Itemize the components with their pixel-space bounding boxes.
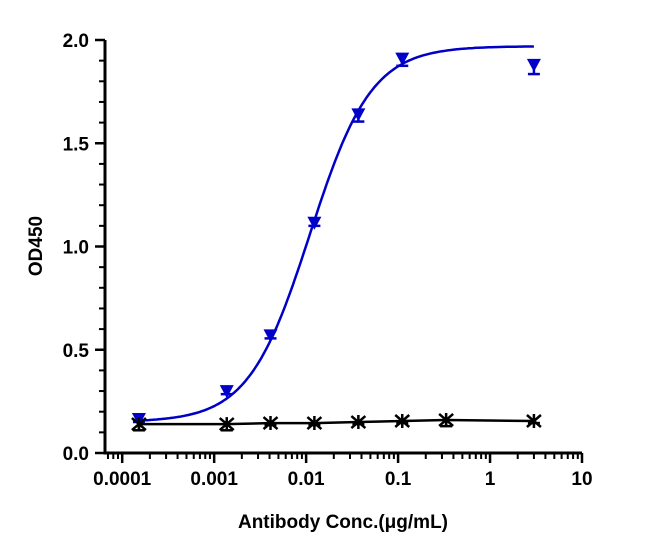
data-point-triangle	[307, 216, 322, 230]
data-point-x	[394, 413, 411, 428]
x-tick-label: 0.001	[190, 469, 238, 490]
y-tick-label: 2.0	[63, 31, 89, 52]
x-tick-label: 0.0001	[93, 469, 152, 490]
data-point-x	[131, 417, 147, 432]
data-point-x	[350, 415, 367, 430]
data-point-x	[262, 416, 279, 431]
x-tick-label: 0.01	[288, 469, 325, 490]
series-1-line	[138, 418, 534, 426]
data-point-triangle	[219, 385, 234, 399]
x-tick-label: 10	[571, 469, 592, 490]
data-point-x	[306, 416, 323, 431]
series-0-line	[138, 45, 534, 422]
y-axis-label: OD450	[26, 216, 47, 276]
y-tick-label: 0.0	[63, 444, 89, 465]
y-tick-label: 1.5	[63, 134, 90, 155]
data-point-triangle	[526, 58, 541, 72]
y-tick-label: 1.0	[63, 238, 89, 259]
data-point-x	[438, 412, 454, 427]
data-point-triangle	[395, 52, 410, 66]
data-point-triangle	[351, 108, 366, 122]
x-tick-label: 0.1	[385, 469, 412, 490]
data-point-x	[526, 413, 542, 428]
x-tick-label: 1	[485, 469, 496, 490]
x-axis-label: Antibody Conc.(μg/mL)	[238, 512, 448, 533]
data-point-triangle	[263, 329, 278, 343]
data-point-x	[218, 417, 235, 432]
y-tick-label: 0.5	[63, 341, 90, 362]
